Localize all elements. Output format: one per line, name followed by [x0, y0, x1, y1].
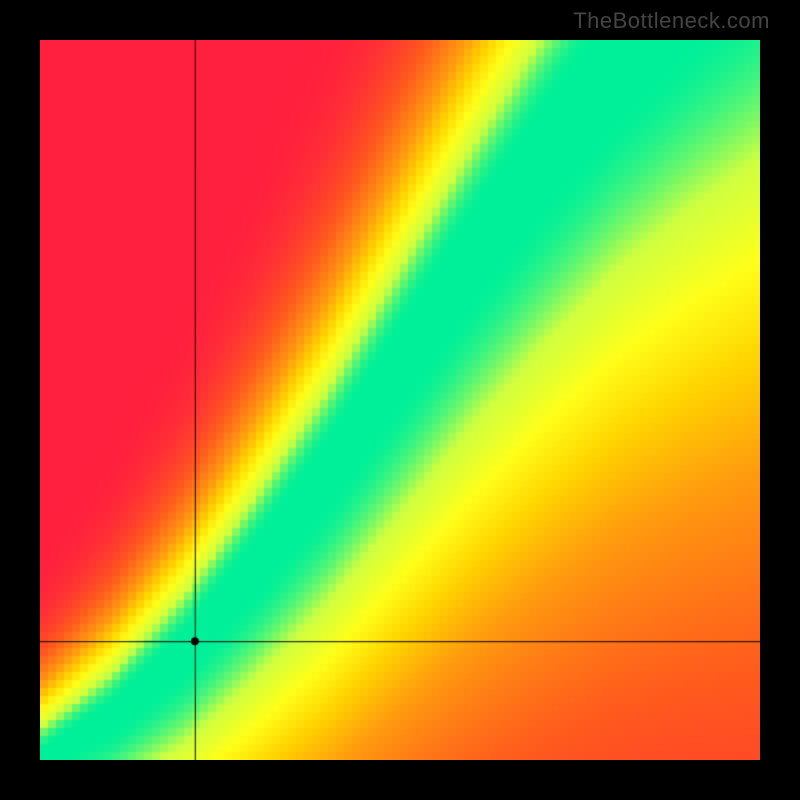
- chart-container: TheBottleneck.com: [0, 0, 800, 800]
- crosshair-overlay: [40, 40, 760, 760]
- watermark-text: TheBottleneck.com: [573, 8, 770, 34]
